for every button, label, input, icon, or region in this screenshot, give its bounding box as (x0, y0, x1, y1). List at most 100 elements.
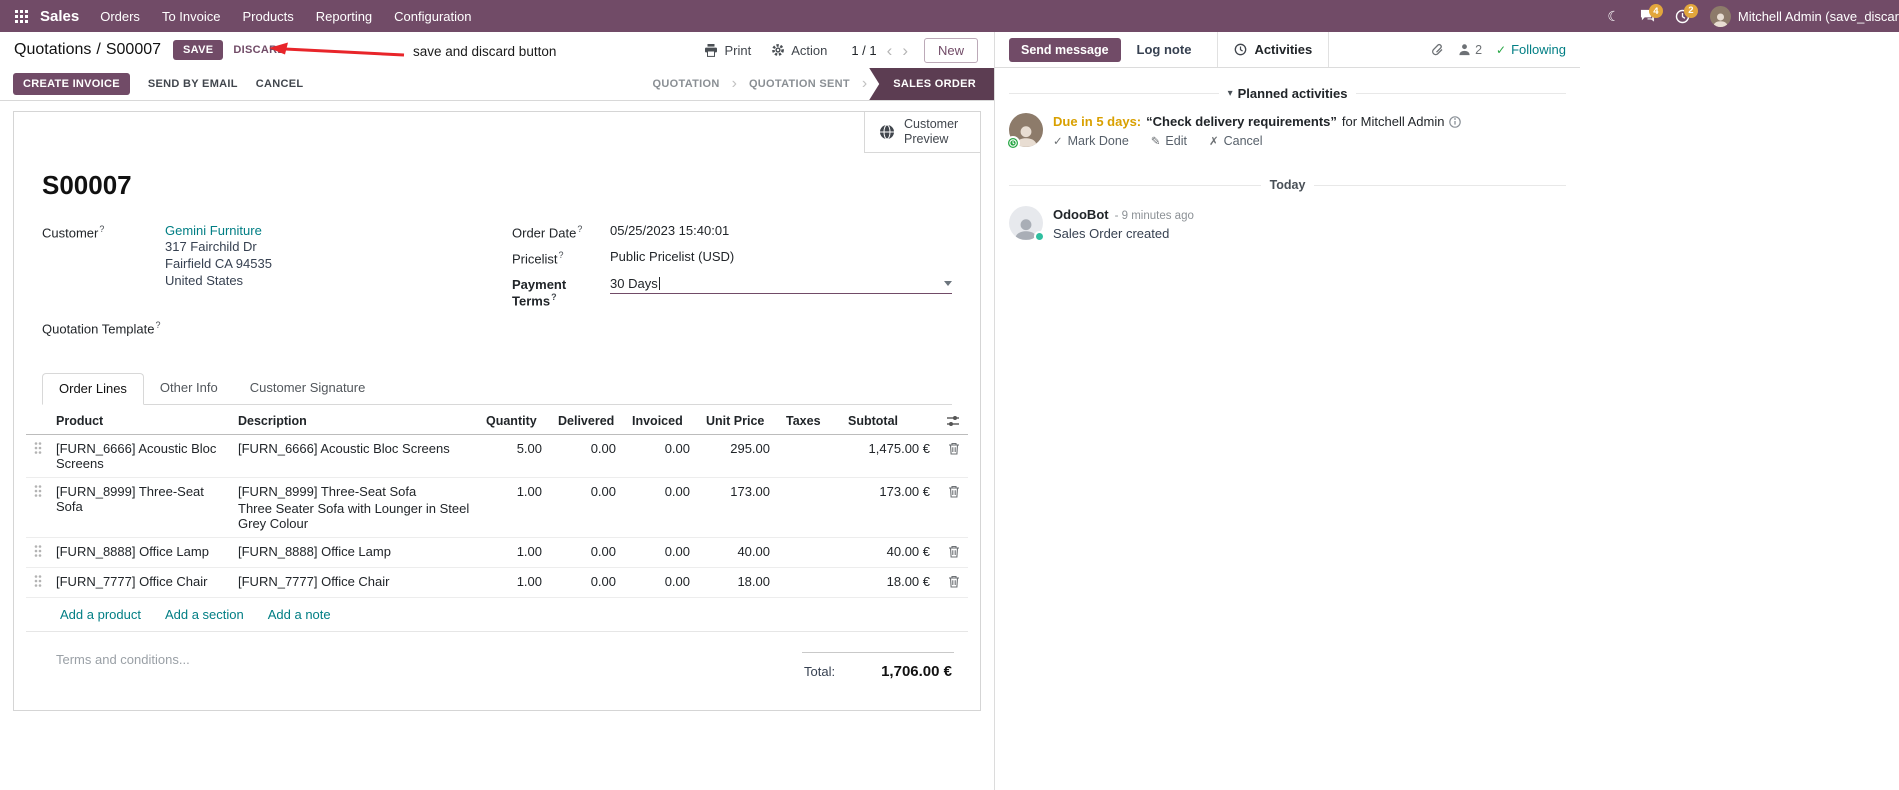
send-by-email-button[interactable]: SEND BY EMAIL (147, 78, 238, 90)
payment-terms-field[interactable]: 30 Days (610, 276, 952, 294)
log-note-button[interactable]: Log note (1136, 42, 1192, 57)
cell-unit-price[interactable]: 295.00 (730, 441, 770, 457)
cell-taxes[interactable] (778, 478, 840, 538)
breadcrumb-quotations[interactable]: Quotations (14, 41, 92, 58)
following-button[interactable]: ✓ Following (1496, 42, 1566, 57)
cell-delivered[interactable]: 0.00 (590, 544, 616, 560)
planned-activities-toggle[interactable]: ▾ Planned activities (1227, 86, 1348, 101)
cell-subtotal[interactable]: 40.00 € (886, 544, 930, 560)
tab-order-lines[interactable]: Order Lines (42, 373, 144, 406)
cell-invoiced[interactable]: 0.00 (664, 441, 690, 457)
odoobot-avatar[interactable] (1009, 206, 1045, 242)
add-a-section-link[interactable]: Add a section (164, 607, 244, 623)
cell-product[interactable]: [FURN_6666] Acoustic Bloc Screens (56, 441, 217, 472)
create-invoice-button[interactable]: CREATE INVOICE (13, 73, 130, 95)
cell-delivered[interactable]: 0.00 (590, 441, 616, 457)
cell-taxes[interactable] (778, 568, 840, 598)
tab-other-info[interactable]: Other Info (159, 380, 218, 396)
status-sales-order[interactable]: SALES ORDER (869, 68, 994, 100)
menu-to-invoice[interactable]: To Invoice (161, 8, 221, 24)
user-avatar[interactable] (1709, 5, 1731, 27)
terms-and-conditions-placeholder[interactable]: Terms and conditions... (56, 652, 190, 668)
quotation-template-field[interactable] (192, 319, 512, 336)
order-line-row[interactable]: [FURN_7777] Office Chair [FURN_7777] Off… (26, 568, 968, 598)
cell-delivered[interactable]: 0.00 (590, 574, 616, 590)
cell-quantity[interactable]: 1.00 (516, 484, 542, 500)
status-quotation[interactable]: QUOTATION (652, 78, 720, 90)
pricelist-field[interactable]: Public Pricelist (USD) (610, 249, 735, 265)
cell-invoiced[interactable]: 0.00 (664, 484, 690, 500)
discard-button[interactable]: DISCARD (233, 44, 286, 56)
cancel-button[interactable]: CANCEL (255, 78, 304, 90)
edit-activity-button[interactable]: ✎ Edit (1150, 134, 1187, 148)
drag-handle-icon[interactable] (34, 574, 42, 588)
cell-description[interactable]: [FURN_7777] Office Chair (238, 574, 390, 590)
cell-description[interactable]: [FURN_8888] Office Lamp (238, 544, 391, 560)
new-button[interactable]: New (923, 37, 978, 63)
delete-row-icon[interactable] (948, 574, 960, 588)
cell-product[interactable]: [FURN_8999] Three-Seat Sofa (56, 484, 204, 515)
cell-subtotal[interactable]: 1,475.00 € (868, 441, 930, 457)
delete-row-icon[interactable] (948, 484, 960, 498)
cell-product[interactable]: [FURN_7777] Office Chair (56, 574, 208, 590)
drag-handle-icon[interactable] (34, 544, 42, 558)
cell-description[interactable]: [FURN_6666] Acoustic Bloc Screens (238, 441, 450, 457)
messages-icon[interactable]: 4 (1630, 3, 1665, 29)
customer-preview-button[interactable]: Customer Preview (864, 112, 980, 153)
add-a-note-link[interactable]: Add a note (267, 607, 331, 623)
cell-unit-price[interactable]: 173.00 (730, 484, 770, 500)
col-subtotal[interactable]: Subtotal (840, 407, 938, 436)
cell-subtotal[interactable]: 173.00 € (879, 484, 930, 500)
cell-quantity[interactable]: 1.00 (516, 574, 542, 590)
cell-quantity[interactable]: 1.00 (516, 544, 542, 560)
cell-unit-price[interactable]: 18.00 (737, 574, 770, 590)
col-delivered[interactable]: Delivered (550, 407, 624, 436)
menu-reporting[interactable]: Reporting (315, 8, 373, 24)
order-line-row[interactable]: [FURN_8888] Office Lamp [FURN_8888] Offi… (26, 538, 968, 568)
cell-quantity[interactable]: 5.00 (516, 441, 542, 457)
order-line-row[interactable]: [FURN_6666] Acoustic Bloc Screens [FURN_… (26, 435, 968, 478)
menu-configuration[interactable]: Configuration (394, 8, 472, 24)
pager-next-icon[interactable]: › (902, 40, 908, 60)
customer-link[interactable]: Gemini Furniture (165, 223, 262, 238)
cell-description[interactable]: [FURN_8999] Three-Seat Sofa Three Seater… (238, 484, 470, 532)
send-message-button[interactable]: Send message (1009, 37, 1121, 62)
cell-taxes[interactable] (778, 435, 840, 478)
cell-subtotal[interactable]: 18.00 € (886, 574, 930, 590)
cell-invoiced[interactable]: 0.00 (664, 544, 690, 560)
apps-grid-icon[interactable] (8, 3, 34, 29)
cell-invoiced[interactable]: 0.00 (664, 574, 690, 590)
col-invoiced[interactable]: Invoiced (624, 407, 698, 436)
col-product[interactable]: Product (48, 407, 230, 436)
attachments-icon[interactable] (1431, 43, 1444, 57)
activities-clock-icon[interactable]: 2 (1665, 3, 1700, 30)
optional-columns-icon[interactable] (946, 415, 960, 427)
drag-handle-icon[interactable] (34, 441, 42, 455)
cell-taxes[interactable] (778, 538, 840, 568)
message-author[interactable]: OdooBot (1053, 207, 1109, 222)
tab-customer-signature[interactable]: Customer Signature (249, 380, 366, 396)
info-icon[interactable] (1449, 115, 1462, 128)
delete-row-icon[interactable] (948, 544, 960, 558)
order-date-field[interactable]: 05/25/2023 15:40:01 (610, 223, 730, 238)
followers-button[interactable]: 2 (1458, 43, 1482, 57)
delete-row-icon[interactable] (948, 441, 960, 455)
col-description[interactable]: Description (230, 407, 478, 436)
user-menu[interactable]: Mitchell Admin (save_discar (1737, 8, 1899, 24)
cell-product[interactable]: [FURN_8888] Office Lamp (56, 544, 209, 560)
col-unit-price[interactable]: Unit Price (698, 407, 778, 436)
status-quotation-sent[interactable]: QUOTATION SENT (748, 78, 850, 90)
order-line-row[interactable]: [FURN_8999] Three-Seat Sofa [FURN_8999] … (26, 478, 968, 538)
dropdown-caret-icon[interactable] (944, 280, 952, 286)
menu-products[interactable]: Products (242, 8, 294, 24)
action-button[interactable]: Action (771, 43, 827, 58)
add-a-product-link[interactable]: Add a product (60, 607, 141, 623)
menu-orders[interactable]: Orders (100, 8, 140, 24)
print-button[interactable]: Print (704, 43, 751, 58)
cell-delivered[interactable]: 0.00 (590, 484, 616, 500)
dark-mode-icon[interactable]: ☾ (1607, 8, 1620, 24)
activity-avatar[interactable] (1006, 113, 1043, 150)
col-quantity[interactable]: Quantity (478, 407, 550, 436)
mark-done-button[interactable]: ✓ Mark Done (1053, 134, 1129, 148)
cancel-activity-button[interactable]: ✗ Cancel (1208, 134, 1263, 148)
